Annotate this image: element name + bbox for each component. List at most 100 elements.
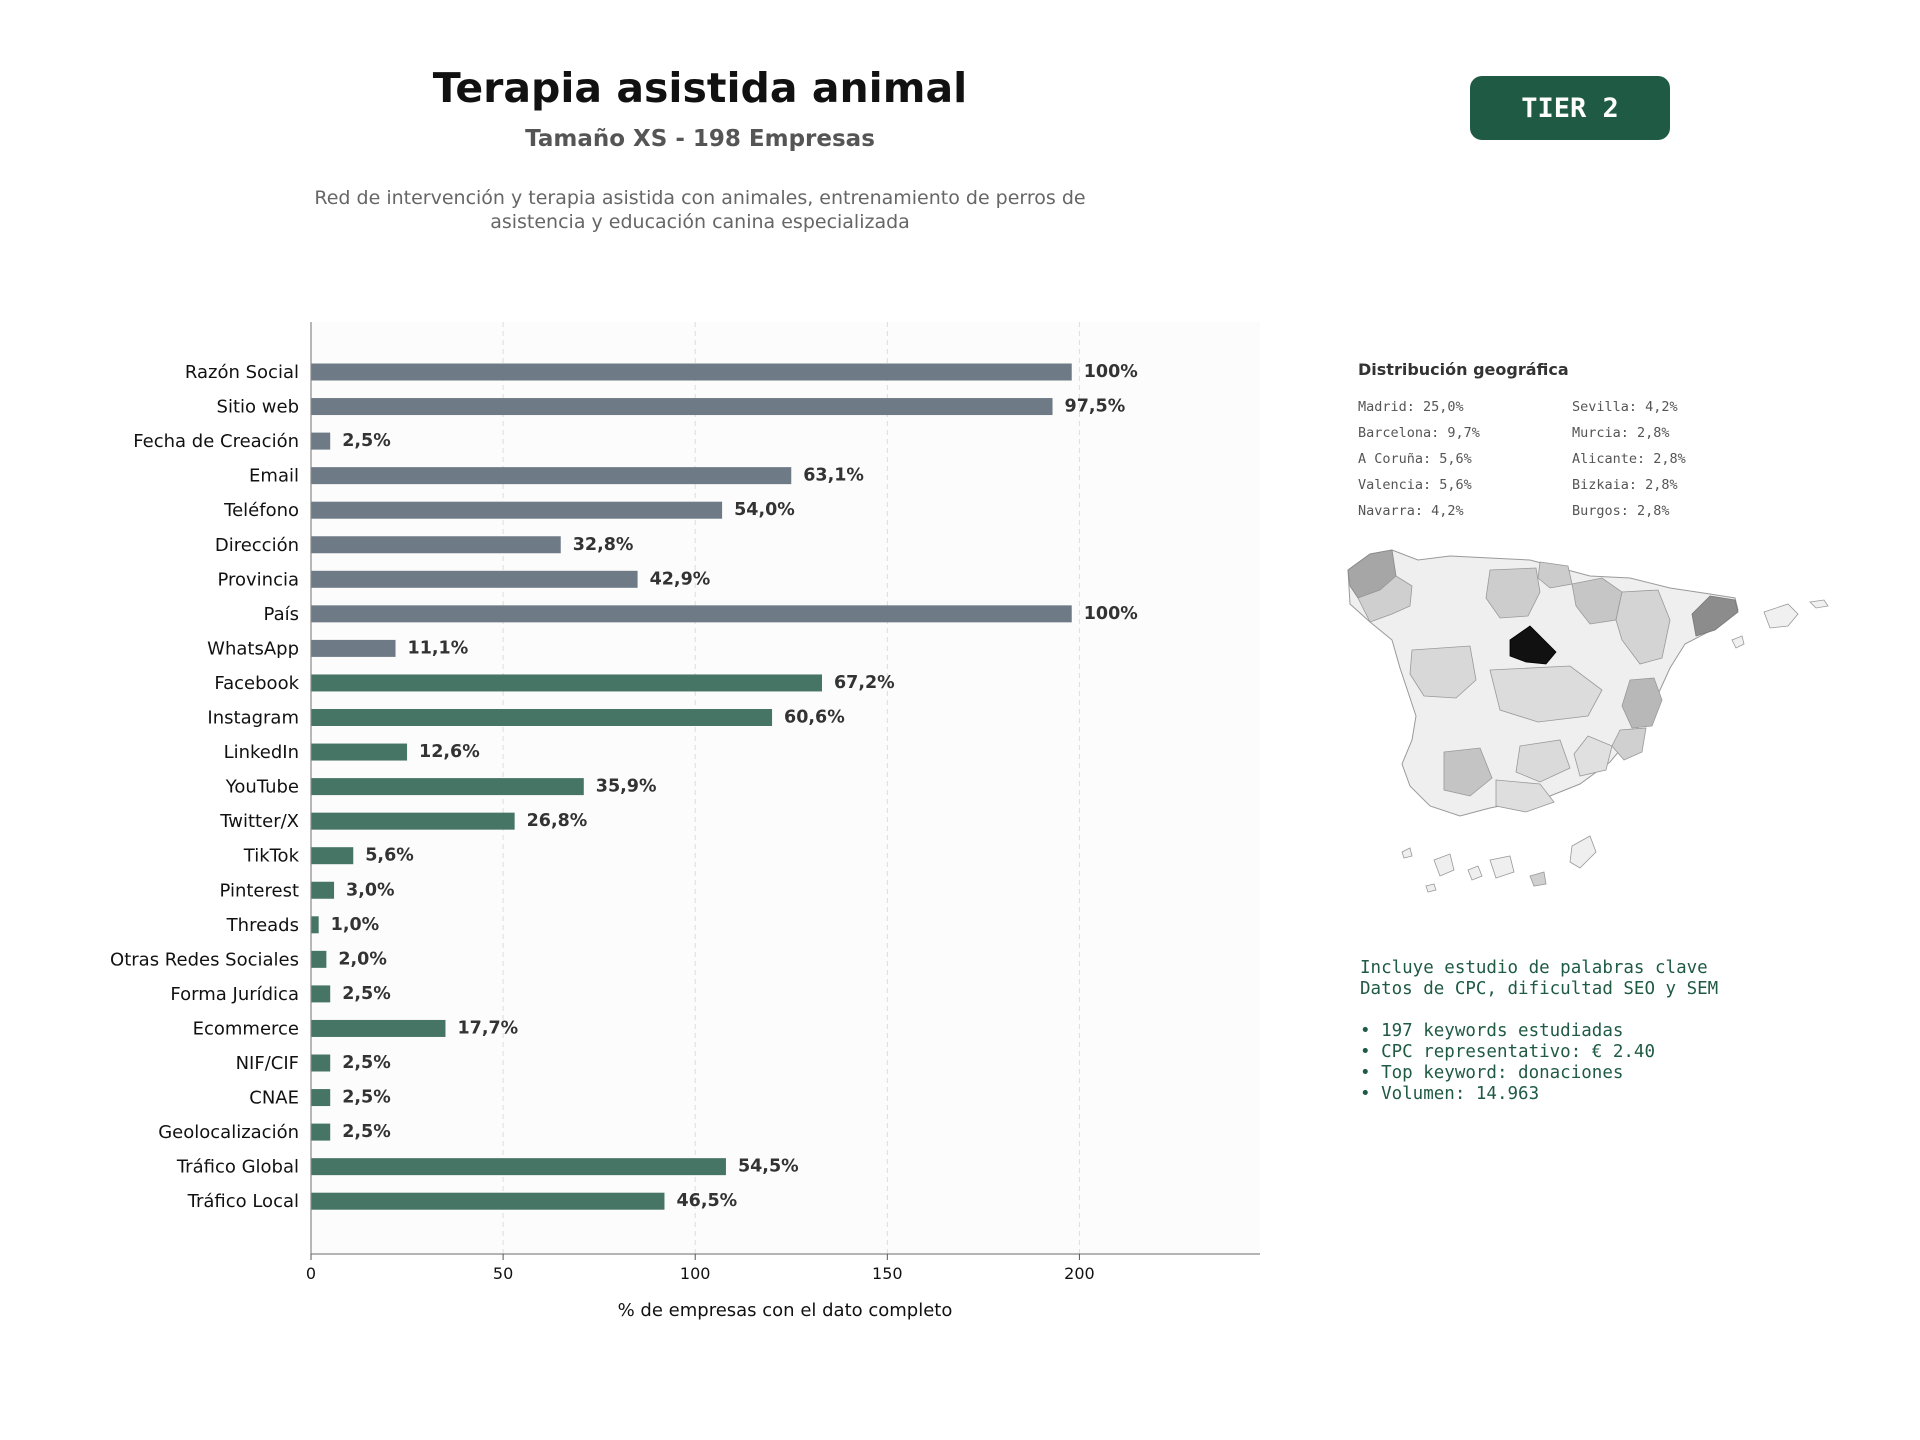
category-label-18: Forma Jurídica — [170, 984, 299, 1005]
geo-item-navarra: Navarra: 4,2% — [1358, 503, 1464, 519]
geo-item-burgos: Burgos: 2,8% — [1572, 503, 1670, 519]
value-label-24: 46,5% — [676, 1191, 737, 1211]
x-tick-label-100: 100 — [680, 1264, 711, 1283]
map-canarias-7 — [1425, 883, 1437, 893]
category-label-10: Instagram — [207, 708, 299, 729]
bar-15 — [311, 881, 335, 899]
bar-11 — [311, 743, 408, 761]
category-label-1: Sitio web — [217, 397, 299, 418]
keywords-bullet-cpc: • CPC representativo: € 2.40 — [1360, 1042, 1656, 1062]
value-label-23: 54,5% — [738, 1157, 799, 1177]
map-canarias-5 — [1569, 835, 1597, 869]
page-description: Red de intervención y terapia asistida c… — [314, 187, 1086, 233]
completeness-bar-chart: Razón Social Sitio web Fecha de Creación Em… — [110, 322, 1260, 1321]
value-label-21: 2,5% — [342, 1088, 391, 1108]
map-region-murcia — [1573, 735, 1613, 777]
bar-14 — [311, 847, 354, 865]
geo-item-bizkaia: Bizkaia: 2,8% — [1572, 477, 1678, 493]
category-label-20: NIF/CIF — [236, 1053, 299, 1074]
value-label-10: 60,6% — [784, 708, 845, 728]
geo-item-valencia: Valencia: 5,6% — [1358, 477, 1472, 493]
geo-item-barcelona: Barcelona: 9,7% — [1358, 425, 1480, 441]
category-label-22: Geolocalización — [158, 1122, 299, 1143]
map-region-burgos — [1485, 567, 1541, 619]
map-canarias-2 — [1467, 865, 1483, 881]
category-label-24: Tráfico Local — [187, 1191, 299, 1212]
bar-20 — [311, 1054, 331, 1072]
x-tick-label-50: 50 — [493, 1264, 513, 1283]
map-region-bizkaia — [1537, 561, 1573, 589]
category-label-13: Twitter/X — [219, 811, 299, 832]
x-tick-label-150: 150 — [872, 1264, 903, 1283]
category-label-23: Tráfico Global — [176, 1157, 299, 1178]
x-tick-label-200: 200 — [1064, 1264, 1095, 1283]
geo-item-sevilla: Sevilla: 4,2% — [1572, 399, 1678, 415]
category-label-15: Pinterest — [219, 880, 299, 901]
keywords-line-1: Incluye estudio de palabras clave — [1360, 958, 1708, 978]
value-label-3: 63,1% — [803, 466, 864, 486]
x-axis-label: % de empresas con el dato completo — [618, 1300, 953, 1321]
bars — [311, 363, 1072, 1210]
category-label-2: Fecha de Creación — [133, 431, 299, 452]
value-label-2: 2,5% — [342, 431, 391, 451]
map-region-castilla-mancha — [1489, 665, 1603, 723]
category-label-17: Otras Redes Sociales — [110, 949, 299, 970]
map-region-cordoba — [1515, 739, 1571, 783]
map-region-mallorca — [1763, 603, 1799, 629]
bar-8 — [311, 639, 396, 657]
map-region-castilla-west — [1409, 645, 1477, 699]
page-subtitle: Tamaño XS - 198 Empresas — [525, 126, 875, 152]
geo-item-alicante: Alicante: 2,8% — [1572, 451, 1686, 467]
keywords-bullet-count: • 197 keywords estudiadas — [1360, 1021, 1624, 1041]
bar-0 — [311, 363, 1072, 381]
category-label-9: Facebook — [214, 673, 299, 694]
value-label-9: 67,2% — [834, 673, 895, 693]
map-region-sevilla — [1443, 747, 1493, 797]
geo-distribution-title: Distribución geográfica — [1358, 360, 1569, 379]
category-label-21: CNAE — [249, 1088, 299, 1109]
x-tick-label-0: 0 — [306, 1264, 316, 1283]
keywords-bullet-volume: • Volumen: 14.963 — [1360, 1084, 1540, 1104]
map-region-ibiza — [1731, 635, 1745, 649]
bar-13 — [311, 812, 515, 830]
map-region-galicia-south — [1357, 575, 1413, 623]
map-canarias-4 — [1529, 871, 1547, 887]
geo-item-madrid: Madrid: 25,0% — [1358, 399, 1464, 415]
keywords-bullet-top: • Top keyword: donaciones — [1360, 1063, 1624, 1083]
value-label-8: 11,1% — [408, 638, 469, 658]
value-label-18: 2,5% — [342, 984, 391, 1004]
bar-17 — [311, 950, 327, 968]
value-label-11: 12,6% — [419, 742, 480, 762]
category-label-19: Ecommerce — [193, 1018, 299, 1039]
value-label-14: 5,6% — [365, 846, 414, 866]
geo-item-a-coruna: A Coruña: 5,6% — [1358, 451, 1472, 467]
value-label-17: 2,0% — [338, 949, 387, 969]
bar-19 — [311, 1019, 446, 1037]
map-region-menorca — [1809, 599, 1829, 609]
bar-9 — [311, 674, 822, 692]
bar-5 — [311, 536, 561, 554]
bar-7 — [311, 605, 1072, 623]
category-label-16: Threads — [226, 915, 299, 936]
map-region-valencia — [1621, 677, 1663, 729]
value-label-20: 2,5% — [342, 1053, 391, 1073]
bar-6 — [311, 570, 638, 588]
map-canarias-1 — [1433, 853, 1455, 877]
map-region-aragon — [1615, 589, 1671, 665]
bar-16 — [311, 916, 319, 934]
category-label-8: WhatsApp — [207, 638, 299, 659]
page-title: Terapia asistida animal — [432, 64, 968, 112]
category-label-12: YouTube — [225, 777, 299, 798]
value-label-7: 100% — [1084, 604, 1138, 624]
category-label-6: Provincia — [217, 569, 299, 590]
value-labels: 100% 97,5% 2,5% 63,1% 54,0% 32,8% 42,9% 100% 11,… — [331, 362, 1138, 1211]
category-labels: Razón Social Sitio web Fecha de Creación Em… — [110, 362, 300, 1212]
value-label-15: 3,0% — [346, 880, 395, 900]
bar-18 — [311, 985, 331, 1003]
bar-22 — [311, 1123, 331, 1141]
bar-10 — [311, 709, 773, 726]
spain-province-map — [1347, 549, 1829, 893]
value-label-16: 1,0% — [331, 915, 380, 935]
map-region-madrid — [1509, 625, 1557, 665]
bar-1 — [311, 398, 1053, 416]
